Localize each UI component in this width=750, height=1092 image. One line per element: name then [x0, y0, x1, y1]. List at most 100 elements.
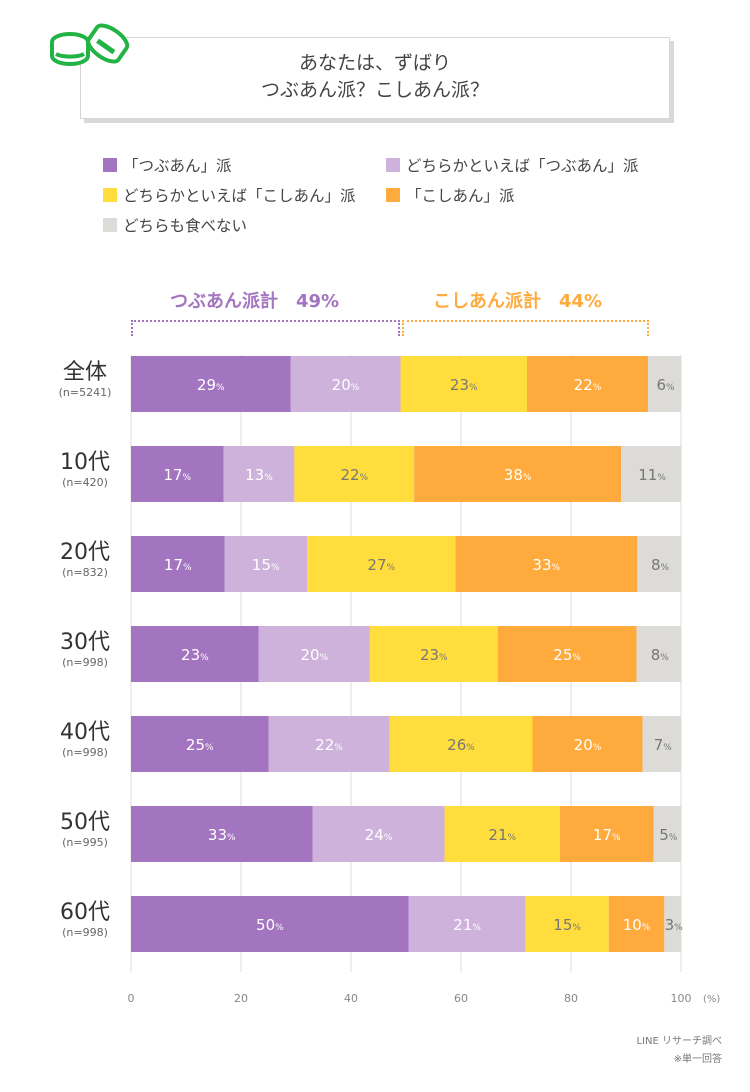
- data-label: 10%: [623, 916, 651, 934]
- bar-segment: [664, 896, 681, 952]
- x-tick-label: 0: [128, 992, 135, 1005]
- data-label: 20%: [301, 646, 329, 664]
- category-label: 全体: [62, 360, 107, 385]
- legend-item-neither: どちらも食べない: [103, 214, 247, 236]
- bar-segment: [258, 626, 370, 682]
- bar-segment: [294, 446, 415, 502]
- bar-segment: [414, 446, 622, 502]
- bar-segment: [131, 446, 224, 502]
- data-label: 15%: [553, 916, 581, 934]
- title-box: あなたは、ずばり つぶあん派？こしあん派？: [80, 37, 670, 119]
- bar-segment: [455, 536, 637, 592]
- data-label: 3%: [665, 916, 684, 934]
- bar-segment: [636, 626, 681, 682]
- row-label: 30代 (n=998): [30, 630, 140, 670]
- bar-segment: [268, 716, 390, 772]
- legend-swatch: [103, 188, 117, 202]
- data-label: 22%: [340, 466, 368, 484]
- data-label: 33%: [532, 556, 560, 574]
- bar-segment: [621, 446, 681, 502]
- bar-segment: [312, 806, 445, 862]
- bar-segment: [307, 536, 456, 592]
- data-label: 11%: [638, 466, 666, 484]
- legend-item-tsubuan: 「つぶあん」派: [103, 154, 232, 176]
- title-line-2: つぶあん派？こしあん派？: [260, 79, 489, 101]
- data-label: 21%: [453, 916, 481, 934]
- legend-label: どちらかといえば「こしあん」派: [123, 187, 356, 205]
- bar-segment: [131, 626, 259, 682]
- bar-segment: [532, 716, 643, 772]
- bar-segment: [648, 356, 681, 412]
- legend-item-koshian: 「こしあん」派: [386, 184, 515, 206]
- sample-size-label: (n=832): [62, 566, 108, 579]
- bar-segment: [131, 806, 313, 862]
- legend-label: 「つぶあん」派: [123, 157, 232, 175]
- data-label: 20%: [332, 376, 360, 394]
- koshian-total-label: こしあん派計 44%: [433, 291, 603, 312]
- sample-size-label: (n=998): [62, 746, 108, 759]
- category-label: 60代: [60, 900, 110, 925]
- data-label: 20%: [574, 736, 602, 754]
- bar-segment: [290, 356, 401, 412]
- note-label: ※単一回答: [673, 1054, 722, 1065]
- x-tick-label: 40: [344, 992, 358, 1005]
- bar-segment: [224, 536, 307, 592]
- data-label: 22%: [574, 376, 602, 394]
- chart-title: あなたは、ずばり つぶあん派？こしあん派？: [81, 50, 669, 104]
- x-tick-label: 80: [564, 992, 578, 1005]
- data-label: 5%: [659, 826, 678, 844]
- bar-segment: [637, 536, 681, 592]
- data-label: 24%: [365, 826, 393, 844]
- category-label: 10代: [60, 450, 110, 475]
- data-label: 22%: [315, 736, 343, 754]
- data-label: 8%: [651, 646, 670, 664]
- bar-segment: [525, 896, 609, 952]
- data-label: 6%: [656, 376, 675, 394]
- data-label: 23%: [420, 646, 448, 664]
- coins-icon: [50, 23, 130, 66]
- data-label: 8%: [651, 556, 670, 574]
- tsubuan-bracket: [131, 320, 400, 336]
- sample-size-label: (n=5241): [58, 386, 112, 399]
- bar-segment: [131, 536, 225, 592]
- data-label: 25%: [553, 646, 581, 664]
- bar-segment: [560, 806, 654, 862]
- row-label: 10代 (n=420): [30, 450, 140, 490]
- category-label: 50代: [60, 810, 110, 835]
- bar-segment: [642, 716, 681, 772]
- data-label: 26%: [447, 736, 475, 754]
- x-unit-label: (%): [703, 994, 720, 1005]
- legend-item-somewhat-tsubuan: どちらかといえば「つぶあん」派: [386, 154, 639, 176]
- bar-segment: [389, 716, 533, 772]
- data-label: 17%: [163, 466, 191, 484]
- sample-size-label: (n=995): [62, 836, 108, 849]
- bar-segment: [653, 806, 681, 862]
- bar-segment: [369, 626, 498, 682]
- x-tick-label: 100: [671, 992, 692, 1005]
- legend-swatch: [386, 158, 400, 172]
- data-label: 21%: [488, 826, 516, 844]
- data-label: 25%: [186, 736, 214, 754]
- row-label: 全体 (n=5241): [30, 360, 140, 400]
- data-label: 17%: [164, 556, 192, 574]
- sample-size-label: (n=998): [62, 656, 108, 669]
- sample-size-label: (n=998): [62, 926, 108, 939]
- legend-swatch: [386, 188, 400, 202]
- data-label: 17%: [593, 826, 621, 844]
- bar-segment: [131, 716, 269, 772]
- legend-item-somewhat-koshian: どちらかといえば「こしあん」派: [103, 184, 356, 206]
- source-label: LINE リサーチ調べ: [636, 1036, 723, 1047]
- legend-label: どちらかといえば「つぶあん」派: [406, 157, 639, 175]
- row-label: 50代 (n=995): [30, 810, 140, 850]
- data-label: 38%: [504, 466, 532, 484]
- legend-label: どちらも食べない: [123, 217, 248, 235]
- legend-label: 「こしあん」派: [406, 187, 515, 205]
- bar-segment: [223, 446, 295, 502]
- title-line-1: あなたは、ずばり: [298, 52, 451, 74]
- category-label: 30代: [60, 630, 110, 655]
- data-label: 15%: [252, 556, 280, 574]
- data-label: 33%: [208, 826, 236, 844]
- category-label: 40代: [60, 720, 110, 745]
- data-label: 23%: [181, 646, 209, 664]
- bar-segment: [497, 626, 637, 682]
